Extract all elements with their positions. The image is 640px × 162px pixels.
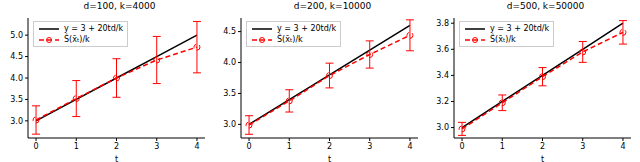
svg-text:1: 1 (74, 142, 79, 151)
svg-text:3.5: 3.5 (223, 89, 236, 98)
svg-text:t: t (328, 155, 331, 162)
svg-text:4.5: 4.5 (223, 27, 236, 36)
svg-text:3.5: 3.5 (10, 95, 23, 104)
svg-text:3.0: 3.0 (223, 120, 236, 129)
svg-text:3.4: 3.4 (436, 71, 449, 80)
html-text:d=500, k=50000: d=500, k=50000 (506, 1, 585, 11)
html-text:d=100, k=4000: d=100, k=4000 (83, 1, 156, 11)
svg-text:1: 1 (287, 142, 292, 151)
html-text:y = 3 + 20td/k: y = 3 + 20td/k (277, 24, 337, 33)
svg-text:0: 0 (459, 142, 464, 151)
svg-text:0: 0 (33, 142, 38, 151)
svg-text:2: 2 (540, 142, 545, 151)
svg-text:4: 4 (194, 142, 199, 151)
svg-text:3: 3 (580, 142, 585, 151)
svg-text:2: 2 (114, 142, 119, 151)
svg-text:3: 3 (154, 142, 159, 151)
svg-text:3.8: 3.8 (436, 19, 449, 28)
svg-text:0: 0 (246, 142, 251, 151)
html-text:y = 3 + 20td/k: y = 3 + 20td/k (64, 24, 124, 33)
html-text:Ŝ(x̄ₜ)/k: Ŝ(x̄ₜ)/k (490, 35, 516, 44)
svg-text:4: 4 (407, 142, 412, 151)
html-text:Ŝ(x̄ₜ)/k: Ŝ(x̄ₜ)/k (64, 35, 90, 44)
svg-text:1: 1 (500, 142, 505, 151)
html-text:Ŝ(x̄ₜ)/k: Ŝ(x̄ₜ)/k (277, 35, 303, 44)
svg-text:3.6: 3.6 (436, 45, 449, 54)
svg-text:4.0: 4.0 (223, 58, 236, 67)
svg-text:t: t (541, 155, 544, 162)
svg-text:3.2: 3.2 (436, 97, 449, 106)
svg-text:3.0: 3.0 (10, 117, 23, 126)
html-text:y = 3 + 20td/k: y = 3 + 20td/k (490, 24, 550, 33)
svg-text:3: 3 (367, 142, 372, 151)
svg-text:3.0: 3.0 (436, 123, 449, 132)
svg-text:t: t (115, 155, 118, 162)
svg-text:4: 4 (620, 142, 625, 151)
svg-text:5.0: 5.0 (10, 31, 23, 40)
svg-text:2: 2 (327, 142, 332, 151)
svg-text:4.0: 4.0 (10, 74, 23, 83)
svg-text:4.5: 4.5 (10, 52, 23, 61)
html-text:d=200, k=10000: d=200, k=10000 (293, 1, 372, 11)
